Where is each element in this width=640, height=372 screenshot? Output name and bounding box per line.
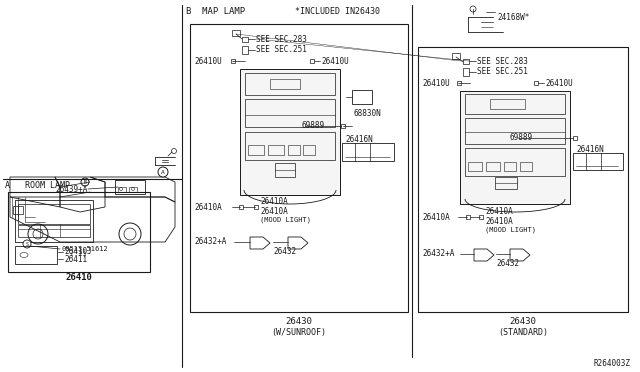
Bar [495,177,517,189]
Bar [352,90,372,104]
Text: 26432: 26432 [496,260,519,269]
Bar [270,79,300,89]
Bar [465,94,565,114]
Bar [239,205,243,209]
Text: (STANDARD): (STANDARD) [498,327,548,337]
Text: 26432: 26432 [273,247,296,257]
Bar [520,162,532,171]
Bar [268,145,284,155]
Bar [15,246,57,264]
Text: R264003Z: R264003Z [593,359,630,369]
Text: 26410: 26410 [65,273,92,282]
Bar [463,68,469,76]
Circle shape [23,240,31,248]
Text: B  MAP LAMP: B MAP LAMP [186,6,245,16]
Text: 26410U: 26410U [321,57,349,65]
Text: SEE SEC.251: SEE SEC.251 [477,67,528,77]
Bar [573,136,577,140]
Text: S: S [26,241,28,247]
Text: B: B [84,180,86,185]
Bar [245,73,335,95]
Bar [463,59,469,64]
Bar [342,143,394,161]
Text: 26410A: 26410A [485,208,513,217]
Bar [452,53,460,59]
Text: 26410A: 26410A [260,206,288,215]
Text: 26430: 26430 [285,317,312,327]
Bar [15,200,93,242]
Bar [190,24,408,312]
Bar [275,163,295,177]
Bar [573,153,623,170]
Bar [457,81,461,85]
Text: SEE SEC.283: SEE SEC.283 [256,35,307,44]
Text: *INCLUDED IN26430: *INCLUDED IN26430 [295,6,380,16]
Bar [18,225,90,237]
Bar [254,205,258,209]
Text: 26411: 26411 [64,254,87,263]
Bar [303,145,315,155]
Text: A: A [161,170,165,174]
Bar [466,215,470,219]
Bar [486,162,500,171]
Text: 26410A: 26410A [422,212,450,221]
Bar [310,59,314,63]
Bar [248,145,264,155]
Text: SEE SEC.283: SEE SEC.283 [477,57,528,65]
Text: 69889: 69889 [302,122,325,131]
Bar [465,148,565,176]
Bar [504,162,516,171]
Bar [231,59,235,63]
Bar [13,206,23,214]
Text: 26410A: 26410A [260,198,288,206]
Bar [232,30,240,36]
Text: 24168W*: 24168W* [497,13,529,22]
Bar [118,187,126,192]
Text: (MOOD LIGHT): (MOOD LIGHT) [260,217,311,223]
Bar [465,118,565,144]
Text: 26432+A: 26432+A [422,250,454,259]
Circle shape [158,167,168,177]
Text: (W/SUNROOF): (W/SUNROOF) [271,327,326,337]
Bar [8,192,150,272]
Text: 26410U: 26410U [194,57,221,65]
Text: (MOOD LIGHT): (MOOD LIGHT) [485,227,536,233]
Text: A   ROOM LAMP: A ROOM LAMP [5,182,70,190]
Text: 26410U: 26410U [422,78,450,87]
Text: 26416N: 26416N [576,145,604,154]
Text: 26410A: 26410A [485,217,513,225]
Text: 26410J: 26410J [64,247,92,257]
Bar [242,46,248,54]
Bar [418,47,628,312]
Bar [534,81,538,85]
Text: ( 2): ( 2) [70,251,87,257]
Bar [341,124,345,128]
Bar [129,187,137,192]
Bar [245,99,335,127]
Bar [242,37,248,42]
Bar [460,91,570,204]
Bar [240,69,340,195]
Bar [468,162,482,171]
Bar [288,145,300,155]
Bar [490,99,525,109]
Text: 26430: 26430 [509,317,536,327]
Bar [115,180,145,194]
Bar [479,215,483,219]
Text: 26410A: 26410A [194,202,221,212]
Text: 26432+A: 26432+A [194,237,227,247]
Bar [18,204,90,224]
Text: 68830N: 68830N [353,109,381,119]
Bar [245,132,335,160]
Text: 26439+A: 26439+A [55,185,88,193]
Text: 69889: 69889 [510,134,533,142]
Text: 08513-51612: 08513-51612 [61,246,108,252]
Text: SEE SEC.251: SEE SEC.251 [256,45,307,55]
Text: 26416N: 26416N [345,135,372,144]
Circle shape [81,178,89,186]
Text: 26410U: 26410U [545,78,573,87]
